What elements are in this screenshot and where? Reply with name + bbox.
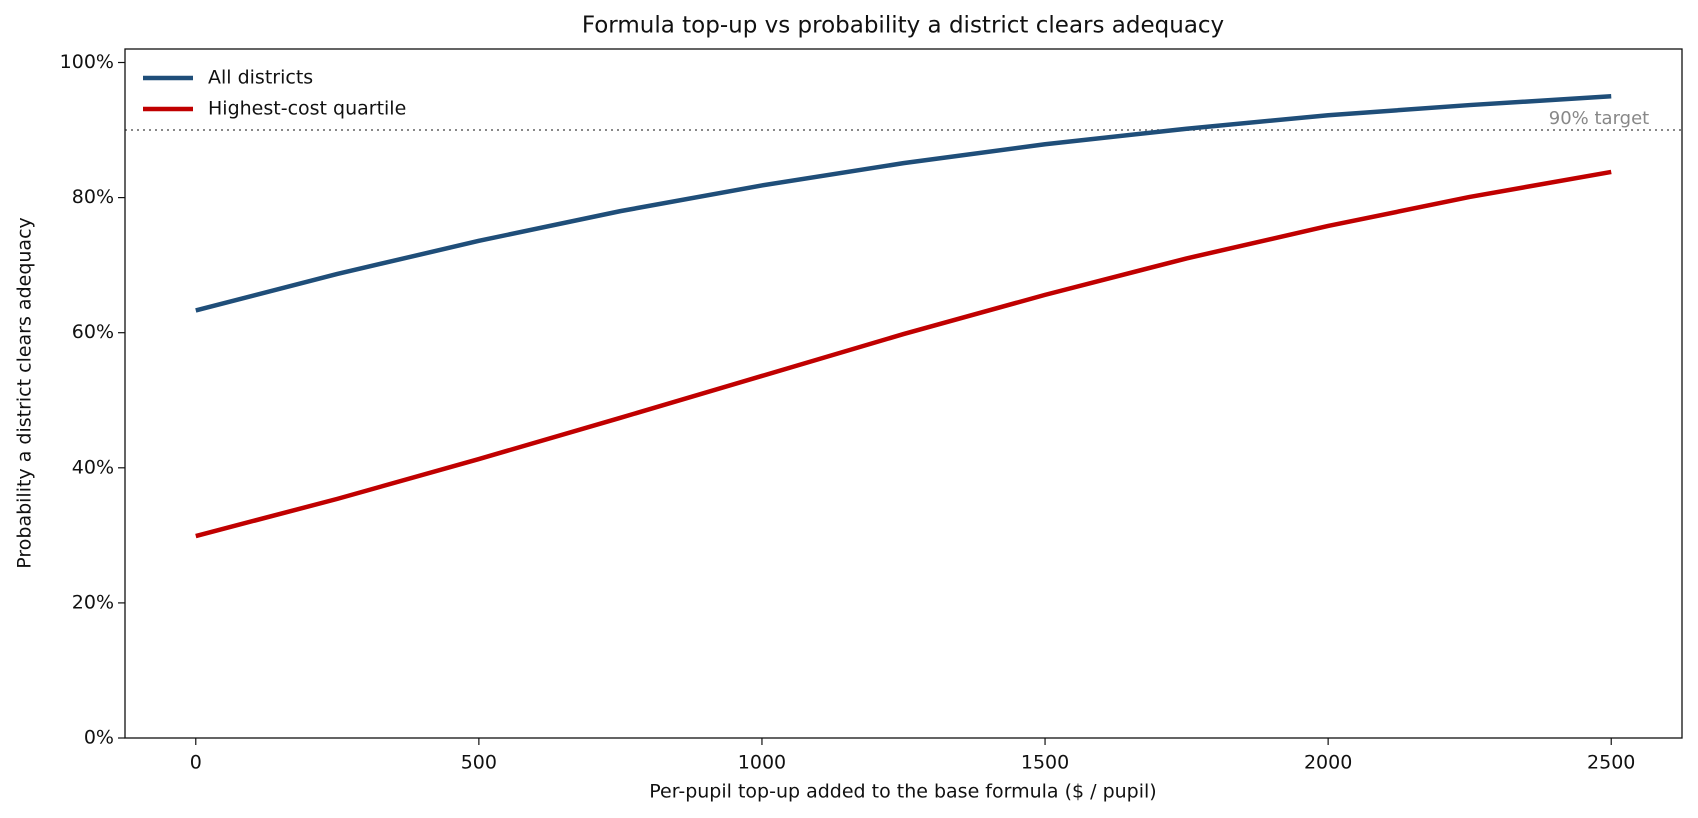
y-tick-label: 80% <box>72 186 114 208</box>
legend-label: All districts <box>208 67 313 89</box>
x-tick-label: 2000 <box>1304 752 1352 774</box>
series-line <box>195 169 1612 539</box>
legend-label: Highest-cost quartile <box>208 98 406 120</box>
reference-label: 90% target <box>1549 108 1649 129</box>
plot-frame <box>124 48 1683 739</box>
y-tick-label: 40% <box>72 456 114 478</box>
y-tick-label: 20% <box>72 591 114 613</box>
y-tick-label: 60% <box>72 321 114 343</box>
series-line <box>195 94 1612 313</box>
x-tick-label: 500 <box>461 752 497 774</box>
x-tick-label: 0 <box>190 752 202 774</box>
chart-title: Formula top-up vs probability a district… <box>582 13 1224 39</box>
x-tick-label: 1000 <box>738 752 786 774</box>
y-tick-label: 100% <box>60 51 114 73</box>
y-axis-label: Probability a district clears adequacy <box>14 217 36 569</box>
x-tick-label: 2500 <box>1587 752 1635 774</box>
x-tick-label: 1500 <box>1021 752 1069 774</box>
x-axis-label: Per-pupil top-up added to the base formu… <box>649 781 1156 803</box>
y-tick-label: 0% <box>84 727 114 749</box>
